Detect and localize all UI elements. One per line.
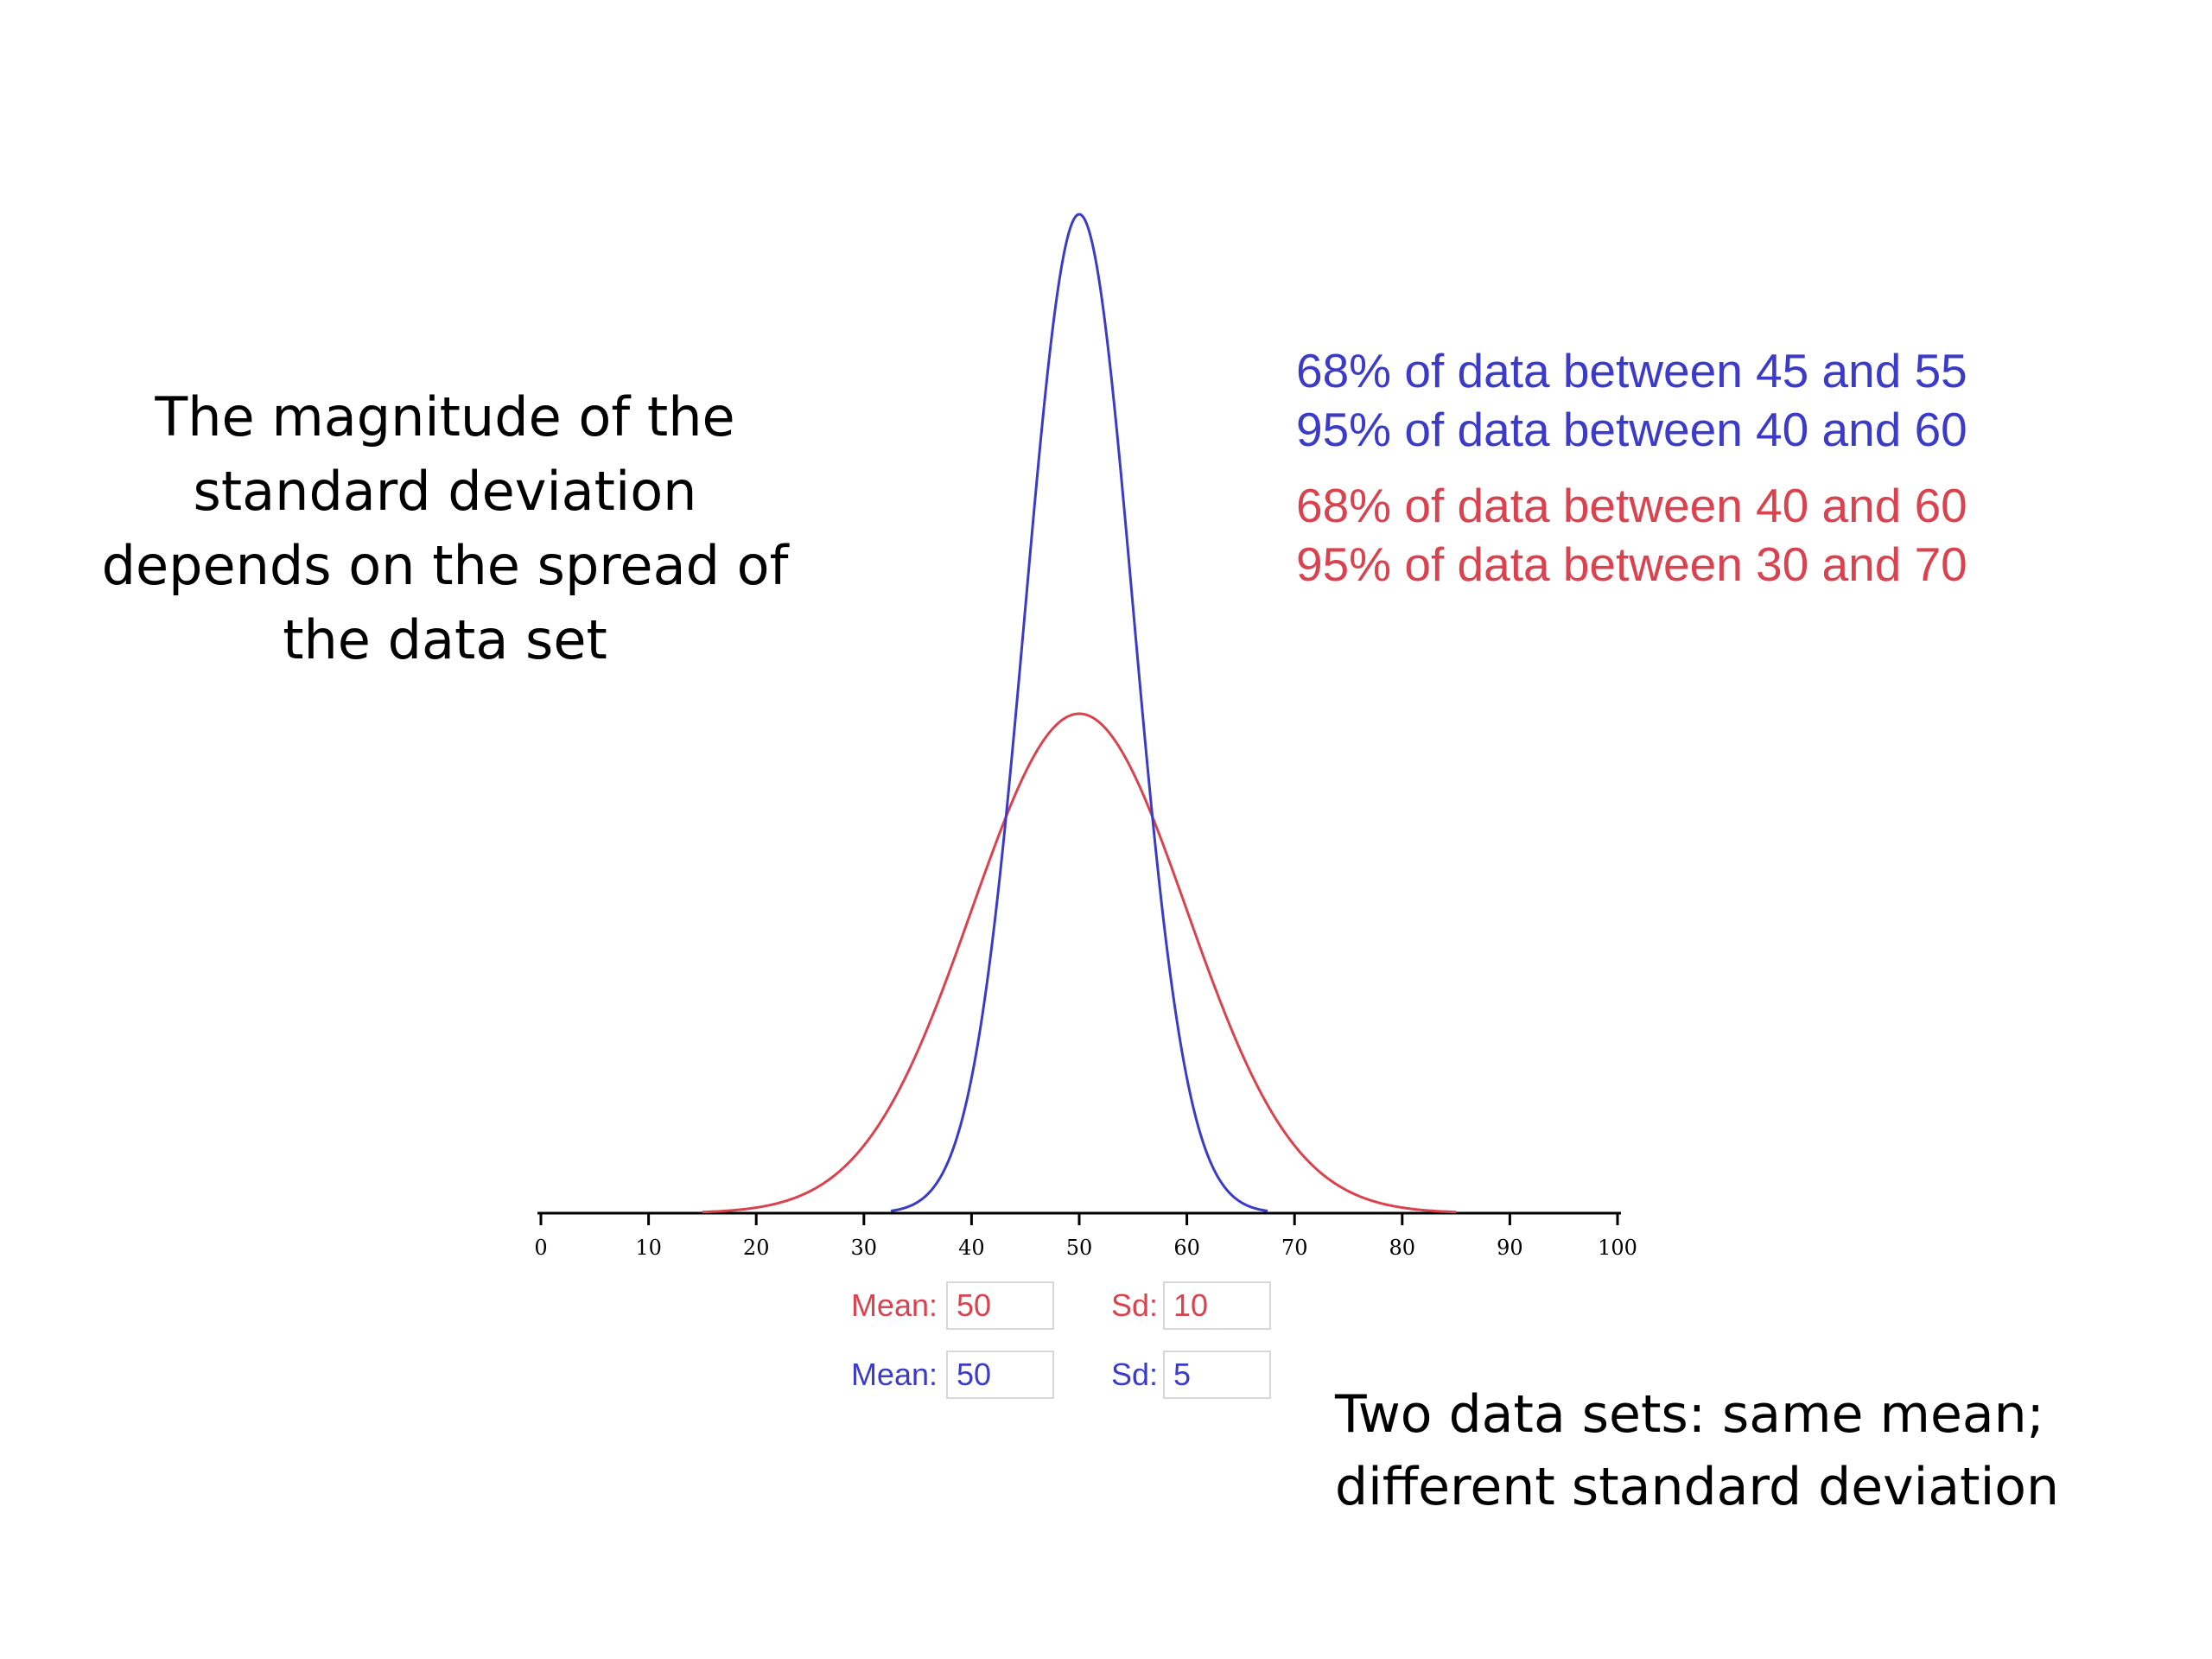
blue-68-line: 68% of data between 45 and 55 bbox=[1296, 344, 1967, 397]
x-tick-label: 90 bbox=[1497, 1236, 1523, 1260]
bottom-caption: Two data sets: same mean; different stan… bbox=[1335, 1378, 2059, 1523]
x-tick-label: 80 bbox=[1389, 1236, 1416, 1260]
x-axis-ticks: 0 10 20 30 40 50 60 70 80 90 100 bbox=[534, 1213, 1637, 1260]
red-sd-input[interactable] bbox=[1163, 1281, 1271, 1330]
x-tick-label: 20 bbox=[743, 1236, 770, 1260]
red-sd-label: Sd: bbox=[1110, 1287, 1158, 1323]
blue-sd-label: Sd: bbox=[1110, 1357, 1158, 1392]
parameter-controls: Mean: Sd: Mean: Sd: bbox=[830, 1279, 1271, 1417]
blue-sd-input[interactable] bbox=[1163, 1351, 1271, 1399]
blue-95-line: 95% of data between 40 and 60 bbox=[1296, 403, 1967, 456]
bottom-caption-line-2: different standard deviation bbox=[1335, 1457, 2059, 1517]
blue-controls-row: Mean: Sd: bbox=[830, 1348, 1271, 1402]
curves bbox=[702, 213, 1457, 1214]
red-mean-label: Mean: bbox=[850, 1287, 938, 1323]
x-tick-label: 0 bbox=[534, 1236, 547, 1260]
red-mean-input[interactable] bbox=[946, 1281, 1054, 1330]
blue-mean-input[interactable] bbox=[946, 1351, 1054, 1399]
x-tick-label: 30 bbox=[851, 1236, 878, 1260]
red-95-line: 95% of data between 30 and 70 bbox=[1296, 537, 1967, 591]
x-tick-label: 40 bbox=[958, 1236, 985, 1260]
stats-block: 68% of data between 45 and 55 95% of dat… bbox=[1296, 341, 1967, 594]
red-controls-row: Mean: Sd: bbox=[830, 1279, 1271, 1332]
x-tick-label: 50 bbox=[1066, 1236, 1093, 1260]
x-tick-label: 10 bbox=[635, 1236, 662, 1260]
x-tick-label: 100 bbox=[1598, 1236, 1637, 1260]
red-curve bbox=[702, 712, 1457, 1214]
x-tick-label: 60 bbox=[1173, 1236, 1200, 1260]
blue-curve bbox=[890, 213, 1268, 1212]
blue-mean-label: Mean: bbox=[850, 1357, 938, 1392]
x-tick-label: 70 bbox=[1281, 1236, 1308, 1260]
red-68-line: 68% of data between 40 and 60 bbox=[1296, 479, 1967, 532]
bottom-caption-line-1: Two data sets: same mean; bbox=[1335, 1384, 2044, 1445]
left-description: The magnitude of the standard deviation … bbox=[101, 385, 789, 671]
